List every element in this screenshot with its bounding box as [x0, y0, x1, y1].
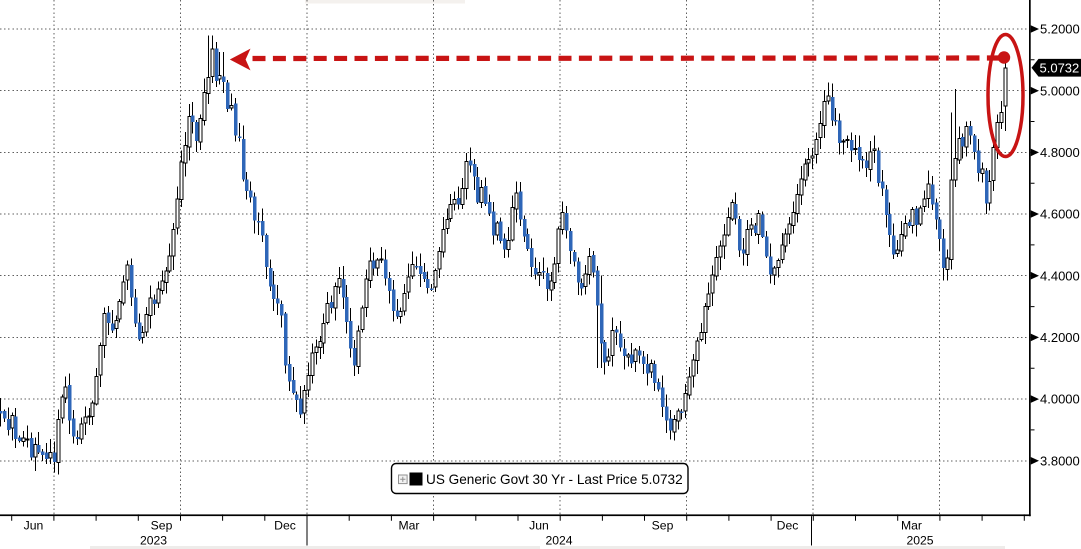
svg-text:Jun: Jun	[24, 519, 44, 533]
svg-text:US Generic Govt 30 Yr - Last P: US Generic Govt 30 Yr - Last Price 5.073…	[426, 472, 683, 487]
svg-text:Jun: Jun	[529, 519, 549, 533]
svg-text:2025: 2025	[906, 534, 933, 548]
svg-text:5.0732: 5.0732	[1040, 61, 1080, 76]
svg-text:Dec: Dec	[274, 519, 296, 533]
svg-text:2023: 2023	[140, 534, 167, 548]
svg-text:3.8000: 3.8000	[1040, 453, 1080, 468]
svg-text:Sep: Sep	[151, 519, 173, 533]
svg-text:Sep: Sep	[652, 519, 674, 533]
svg-text:Mar: Mar	[901, 519, 922, 533]
svg-text:4.6000: 4.6000	[1040, 207, 1080, 222]
svg-text:4.4000: 4.4000	[1040, 268, 1080, 283]
svg-text:5.2000: 5.2000	[1040, 22, 1080, 37]
svg-text:5.0000: 5.0000	[1040, 83, 1080, 98]
svg-text:4.2000: 4.2000	[1040, 330, 1080, 345]
svg-text:4.8000: 4.8000	[1040, 145, 1080, 160]
svg-text:Mar: Mar	[399, 519, 420, 533]
svg-text:2024: 2024	[545, 534, 572, 548]
svg-text:4.0000: 4.0000	[1040, 392, 1080, 407]
svg-text:Dec: Dec	[777, 519, 799, 533]
